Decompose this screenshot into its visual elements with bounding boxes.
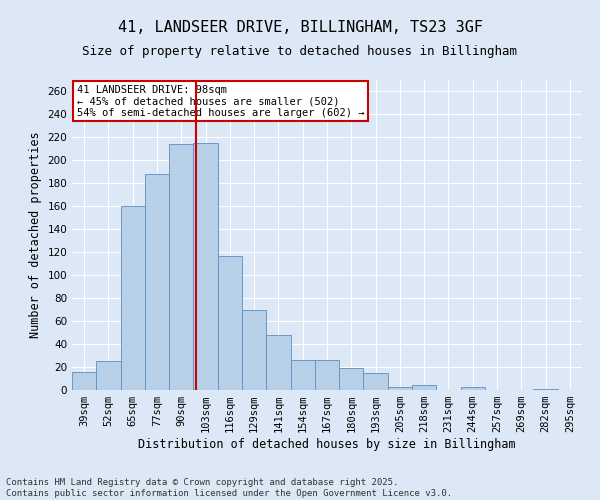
Bar — [218, 256, 242, 390]
Bar — [193, 143, 218, 390]
Bar — [121, 206, 145, 390]
Bar — [290, 360, 315, 390]
Bar — [533, 389, 558, 390]
Bar — [266, 335, 290, 390]
Bar — [96, 362, 121, 390]
Bar — [242, 310, 266, 390]
Text: 41 LANDSEER DRIVE: 98sqm
← 45% of detached houses are smaller (502)
54% of semi-: 41 LANDSEER DRIVE: 98sqm ← 45% of detach… — [77, 84, 365, 118]
X-axis label: Distribution of detached houses by size in Billingham: Distribution of detached houses by size … — [138, 438, 516, 451]
Bar — [364, 373, 388, 390]
Text: Contains HM Land Registry data © Crown copyright and database right 2025.
Contai: Contains HM Land Registry data © Crown c… — [6, 478, 452, 498]
Text: 41, LANDSEER DRIVE, BILLINGHAM, TS23 3GF: 41, LANDSEER DRIVE, BILLINGHAM, TS23 3GF — [118, 20, 482, 35]
Text: Size of property relative to detached houses in Billingham: Size of property relative to detached ho… — [83, 45, 517, 58]
Bar — [339, 368, 364, 390]
Bar — [412, 386, 436, 390]
Bar — [461, 386, 485, 390]
Bar — [145, 174, 169, 390]
Bar — [72, 372, 96, 390]
Bar — [315, 360, 339, 390]
Y-axis label: Number of detached properties: Number of detached properties — [29, 132, 42, 338]
Bar — [388, 386, 412, 390]
Bar — [169, 144, 193, 390]
